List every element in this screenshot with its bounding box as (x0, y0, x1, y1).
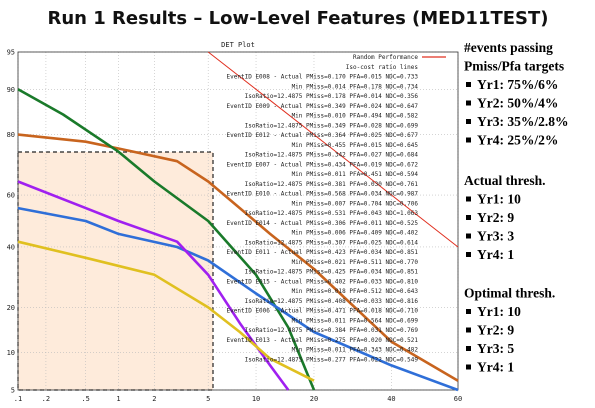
x-tick-label: 10 (252, 395, 260, 403)
legend-row: EventID E006 - Actual PMiss=0.471 PFA=0.… (227, 308, 419, 315)
y-tick-label: 90 (7, 86, 15, 94)
x-tick-label: 20 (310, 395, 318, 403)
side-item: Yr4: 25%/2% (477, 133, 558, 148)
bullet (466, 346, 471, 351)
bullet (466, 233, 471, 239)
side-item: Yr2: 9 (477, 210, 514, 225)
side-item: Yr1: 10 (477, 192, 521, 207)
bullet (466, 252, 471, 257)
x-tick-label: 1 (116, 395, 120, 403)
legend-row: Min PMiss=0.018 PFA=0.512 NDC=0.643 (292, 288, 419, 295)
side-heading: Optimal thresh. (464, 286, 555, 301)
side-item: Yr3: 3 (477, 229, 514, 244)
side-item: Yr1: 75%/6% (477, 77, 558, 92)
bullet (466, 364, 471, 370)
legend-row: IsoRatio=12.4875 PMiss=0.408 PFA=0.033 N… (245, 298, 419, 305)
bullet (466, 100, 471, 106)
legend-row: Min PMiss=0.011 PFA=0.343 NDC=0.482 (292, 347, 419, 354)
det-curve (17, 133, 459, 382)
legend-row: EventID E010 - Actual PMiss=0.568 PFA=0.… (227, 191, 419, 198)
bullet (466, 196, 471, 202)
bullet (466, 215, 471, 220)
bullet (466, 309, 471, 314)
side-heading: #events passing (464, 40, 553, 55)
legend-row: EventID E014 - Actual PMiss=0.306 PFA=0.… (227, 220, 419, 227)
plot-frame (17, 51, 459, 391)
legend-row: EventID E008 - Actual PMiss=0.170 PFA=0.… (227, 74, 419, 81)
det-curve (17, 88, 316, 391)
legend-row: EventID E011 - Actual PMiss=0.423 PFA=0.… (227, 249, 419, 256)
legend-row: IsoRatio=12.4875 PMiss=0.307 PFA=0.025 N… (245, 239, 419, 246)
legend-row: Min PMiss=0.010 PFA=0.494 NDC=0.582 (292, 113, 419, 120)
det-curve (17, 240, 315, 382)
legend-row: Iso-cost ratio lines (346, 64, 419, 71)
side-item: Yr1: 10 (477, 304, 521, 319)
legend-row: IsoRatio=12.4875 PMiss=0.381 PFA=0.030 N… (245, 181, 419, 188)
bullet (466, 119, 471, 124)
y-tick-label: 60 (7, 192, 15, 200)
y-tick-label: 10 (7, 349, 15, 357)
x-tick-label: .5 (81, 395, 89, 403)
legend-row: Min PMiss=0.006 PFA=0.409 NDC=0.402 (292, 230, 419, 237)
x-tick-label: .1 (14, 395, 22, 403)
legend-row: Min PMiss=0.021 PFA=0.511 NDC=0.770 (292, 259, 419, 266)
legend-row: IsoRatio=12.4875 PMiss=0.178 PFA=0.014 N… (245, 93, 419, 100)
legend-row: Min PMiss=0.455 PFA=0.015 NDC=0.645 (292, 142, 419, 149)
slide-title: Run 1 Results – Low-Level Features (MED1… (47, 8, 548, 29)
legend-row: IsoRatio=12.4875 PMiss=0.384 PFA=0.031 N… (245, 327, 419, 334)
y-tick-label: 95 (7, 49, 15, 57)
side-item: Yr4: 1 (477, 360, 514, 375)
legend-row: IsoRatio=12.4875 PMiss=0.342 PFA=0.027 N… (245, 152, 419, 159)
legend-row: Min PMiss=0.011 PFA=0.451 NDC=0.594 (292, 171, 419, 178)
bullet (466, 82, 471, 87)
legend-row: EventID E015 - Actual PMiss=0.402 PFA=0.… (227, 278, 419, 285)
legend-row: EventID E013 - Actual PMiss=0.275 PFA=0.… (227, 337, 419, 344)
side-item: Yr3: 5 (477, 341, 514, 356)
det-curve (17, 180, 290, 391)
side-item: Yr3: 35%/2.8% (477, 114, 569, 129)
x-tick-label: 5 (206, 395, 210, 403)
x-tick-label: .2 (42, 395, 50, 403)
x-tick-label: 60 (454, 395, 462, 403)
bullet (466, 137, 471, 143)
legend-row: IsoRatio=12.4875 PMiss=0.531 PFA=0.043 N… (245, 210, 419, 217)
side-heading: Pmiss/Pfa targets (464, 59, 564, 74)
y-tick-label: 5 (11, 387, 15, 395)
side-item: Yr4: 1 (477, 247, 514, 262)
legend-row: IsoRatio=12.4875 PMiss=0.425 PFA=0.034 N… (245, 269, 419, 276)
legend-row: IsoRatio=12.4875 PMiss=0.277 PFA=0.022 N… (245, 356, 419, 363)
legend-row: Min PMiss=0.014 PFA=0.178 NDC=0.734 (292, 83, 419, 90)
legend-row: IsoRatio=12.4875 PMiss=0.349 PFA=0.028 N… (245, 122, 419, 129)
legend-label: Random Performance (353, 54, 418, 61)
y-tick-label: 40 (7, 243, 15, 251)
bullet (466, 327, 471, 333)
target-region (18, 152, 213, 390)
legend-row: EventID E012 - Actual PMiss=0.364 PFA=0.… (227, 132, 419, 139)
side-item: Yr2: 50%/4% (477, 96, 558, 111)
plot-title: DET Plot (221, 41, 255, 49)
x-tick-label: 2 (152, 395, 156, 403)
legend-row: Min PMiss=0.011 PFA=0.564 NDC=0.699 (292, 317, 419, 324)
side-item: Yr2: 9 (477, 323, 514, 338)
legend-row: Min PMiss=0.007 PFA=0.704 NDC=0.706 (292, 200, 419, 207)
legend-row: EventID E007 - Actual PMiss=0.434 PFA=0.… (227, 161, 419, 168)
side-heading: Actual thresh. (464, 173, 546, 188)
legend-row: EventID E009 - Actual PMiss=0.349 PFA=0.… (227, 103, 419, 110)
det-curve (207, 51, 459, 248)
y-tick-label: 20 (7, 304, 15, 312)
det-curve (17, 206, 459, 392)
x-tick-label: 40 (387, 395, 395, 403)
y-tick-label: 80 (7, 131, 15, 139)
